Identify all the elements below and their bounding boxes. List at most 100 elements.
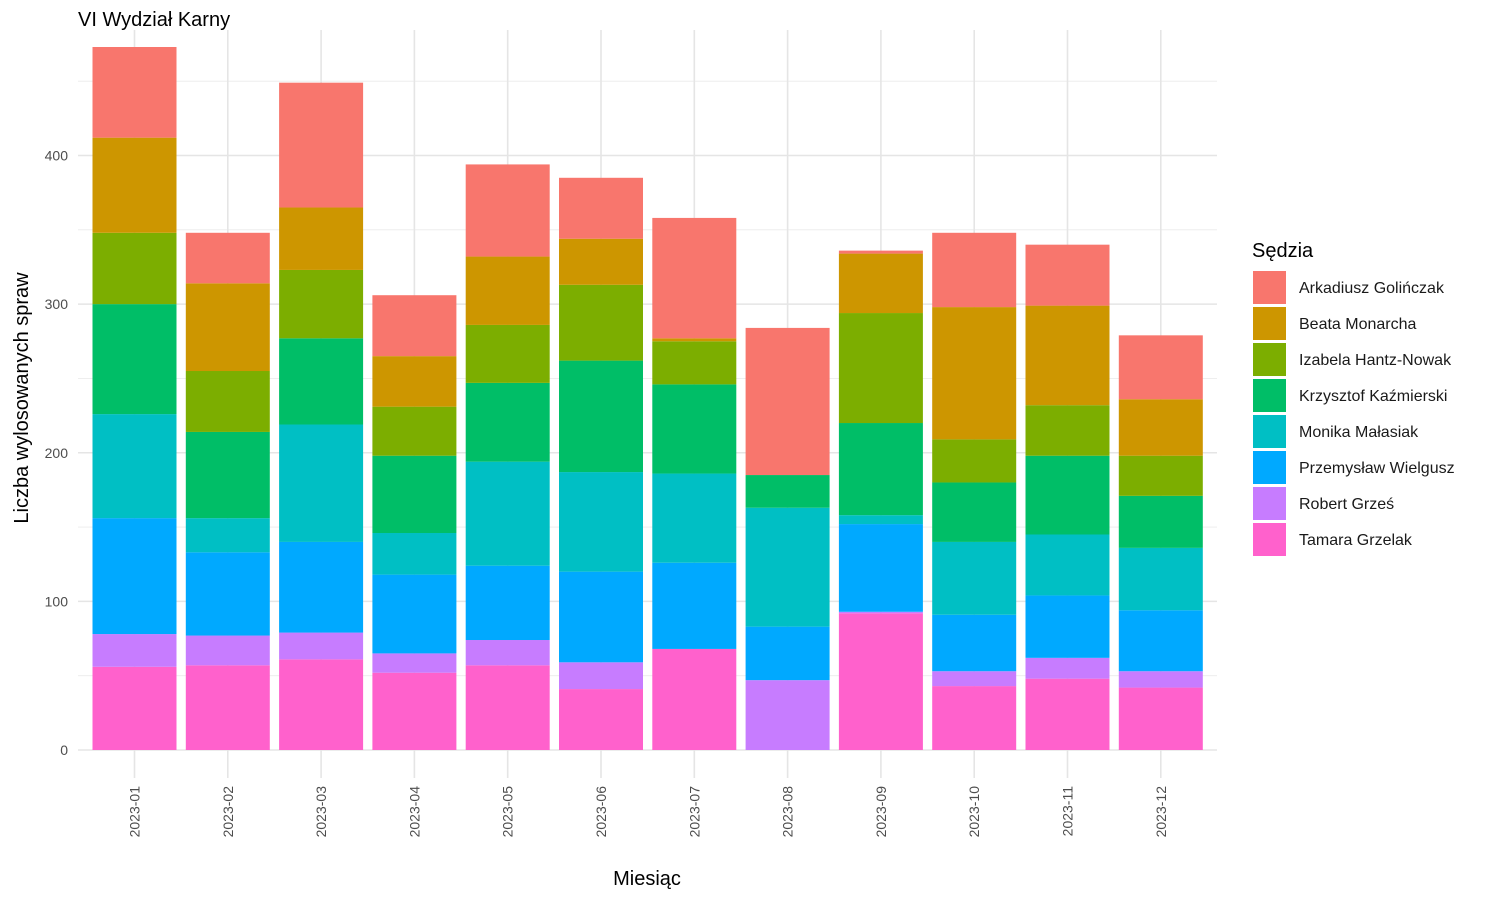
bar-segment xyxy=(279,207,364,270)
bar-segment xyxy=(92,518,177,635)
x-tick-label: 2023-04 xyxy=(406,786,422,838)
bar-segment xyxy=(559,238,643,285)
bar-segment xyxy=(372,356,457,407)
bar-segment xyxy=(559,284,643,361)
bar-segment xyxy=(372,455,457,534)
bar-segment xyxy=(1118,335,1203,400)
bar-segment xyxy=(745,626,830,681)
bar-segment xyxy=(838,250,923,254)
x-tick-label: 2023-01 xyxy=(127,786,143,838)
bar-segment xyxy=(465,640,550,666)
x-axis-ticks: 2023-01 2023-02 2023-03 2023-04 2023-05 2023-… xyxy=(127,786,1169,838)
bar-segment xyxy=(652,384,737,474)
bar-segment xyxy=(372,574,457,654)
bar-segment xyxy=(932,482,1017,542)
bar-segment xyxy=(745,507,830,627)
bar-segment xyxy=(559,360,643,473)
bar-segment xyxy=(372,533,457,575)
bar-segment xyxy=(559,571,643,663)
bar-segment xyxy=(92,137,177,233)
bar-segment xyxy=(745,327,830,476)
bar-segment xyxy=(1025,657,1110,679)
bar-segment xyxy=(92,232,177,305)
bar-segment xyxy=(838,423,923,516)
legend-title: Sędzia xyxy=(1252,240,1314,262)
bar-segment xyxy=(932,439,1017,483)
bar-segment xyxy=(185,431,270,519)
bar-segment xyxy=(838,515,923,525)
x-tick-label: 2023-02 xyxy=(220,786,236,838)
bar-segment xyxy=(559,662,643,690)
bar-segment xyxy=(1025,455,1110,535)
bar-segment xyxy=(92,634,177,667)
bar-segment xyxy=(652,648,737,750)
legend-label: Arkadiusz Golińczak xyxy=(1299,280,1445,297)
x-tick-label: 2023-12 xyxy=(1153,786,1169,838)
bar-segment xyxy=(1025,305,1110,406)
chart-title: VI Wydział Karny xyxy=(78,9,230,31)
bar-segment xyxy=(932,232,1017,308)
bar-segment xyxy=(838,313,923,424)
y-tick-label: 0 xyxy=(60,742,68,758)
bar-segment xyxy=(838,253,923,314)
bar-segment xyxy=(372,653,457,673)
legend-label: Izabela Hantz-Nowak xyxy=(1299,352,1452,369)
bar-segment xyxy=(559,472,643,572)
bar-segment xyxy=(279,424,364,542)
x-tick-label: 2023-08 xyxy=(780,786,796,838)
bar-segment xyxy=(932,614,1017,672)
bar-segment xyxy=(465,382,550,462)
bar-segment xyxy=(559,177,643,239)
bar-segment xyxy=(1118,671,1203,688)
x-axis-title: Miesiąc xyxy=(613,868,681,890)
bar-segment xyxy=(652,562,737,649)
bar-segment xyxy=(745,680,830,750)
x-tick-label: 2023-05 xyxy=(500,786,516,838)
bar-segment xyxy=(279,82,364,208)
x-tick-label: 2023-06 xyxy=(593,786,609,838)
legend: Sędzia Arkadiusz Golińczak Beata Monarcha… xyxy=(1252,240,1455,556)
bar-segment xyxy=(92,414,177,519)
bar-segment xyxy=(372,295,457,357)
bar-segment xyxy=(465,565,550,641)
bar-segment xyxy=(92,304,177,415)
legend-items: Arkadiusz Golińczak Beata Monarcha Izabela… xyxy=(1253,271,1455,556)
bar-segment xyxy=(1025,405,1110,456)
bar-segment xyxy=(465,665,550,750)
bars xyxy=(92,47,1203,750)
legend-label: Monika Małasiak xyxy=(1299,424,1419,441)
bar-segment xyxy=(1025,595,1110,658)
y-tick-label: 200 xyxy=(45,445,69,461)
bar-segment xyxy=(92,666,177,750)
legend-label: Beata Monarcha xyxy=(1299,316,1417,333)
bar-segment xyxy=(1118,687,1203,750)
bar-segment xyxy=(1118,455,1203,496)
legend-label: Robert Grześ xyxy=(1299,496,1394,513)
bar-segment xyxy=(185,283,270,372)
bar-segment xyxy=(279,541,364,633)
bar-segment xyxy=(92,47,177,138)
legend-swatch xyxy=(1253,343,1286,376)
bar-segment xyxy=(652,341,737,385)
legend-label: Przemysław Wielgusz xyxy=(1299,460,1455,477)
bar-segment xyxy=(372,406,457,456)
legend-label: Tamara Grzelak xyxy=(1299,532,1413,549)
y-tick-label: 100 xyxy=(45,593,69,609)
bar-segment xyxy=(1118,610,1203,672)
bar-segment xyxy=(559,689,643,750)
y-tick-label: 300 xyxy=(45,296,69,312)
bar-segment xyxy=(185,635,270,666)
bar-segment xyxy=(465,164,550,257)
bar-segment xyxy=(745,475,830,508)
bar-segment xyxy=(932,541,1017,615)
bar-segment xyxy=(185,518,270,553)
bar-segment xyxy=(1118,399,1203,456)
legend-swatch xyxy=(1253,379,1286,412)
bar-segment xyxy=(1118,495,1203,548)
bar-segment xyxy=(465,256,550,325)
bar-segment xyxy=(279,338,364,425)
bar-segment xyxy=(838,613,923,750)
bar-segment xyxy=(932,671,1017,687)
